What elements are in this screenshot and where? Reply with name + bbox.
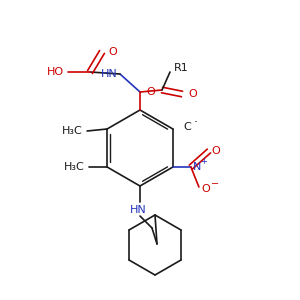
Text: HO: HO xyxy=(47,67,64,77)
Text: HN: HN xyxy=(101,69,118,79)
Text: N: N xyxy=(193,162,201,172)
Text: O: O xyxy=(202,184,210,194)
Text: H₃C: H₃C xyxy=(62,126,83,136)
Text: R1: R1 xyxy=(174,63,189,73)
Text: −: − xyxy=(211,179,219,189)
Text: O: O xyxy=(146,87,155,97)
Text: HN: HN xyxy=(130,205,146,215)
Text: O: O xyxy=(188,89,197,99)
Text: O: O xyxy=(212,146,220,156)
Text: H₃C: H₃C xyxy=(64,162,85,172)
Text: O: O xyxy=(108,47,117,57)
Text: +: + xyxy=(200,157,207,166)
Text: ·: · xyxy=(194,116,198,130)
Text: C: C xyxy=(183,122,191,132)
